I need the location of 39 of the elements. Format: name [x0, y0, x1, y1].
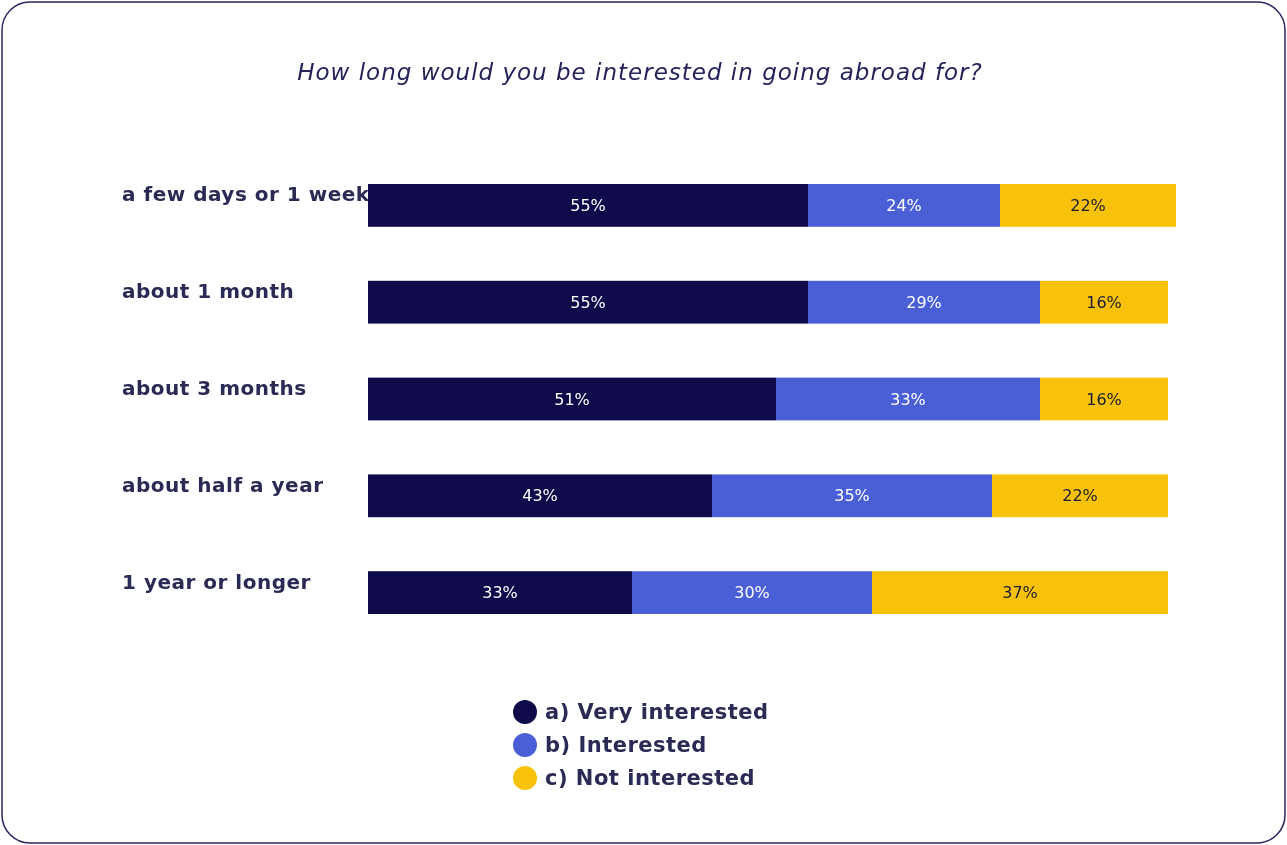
- data-label: 55%: [570, 195, 606, 215]
- bar: [368, 280, 808, 324]
- data-label: 22%: [1070, 195, 1106, 215]
- data-label: 16%: [1086, 292, 1122, 312]
- bar: [368, 474, 712, 518]
- data-label: 16%: [1086, 389, 1122, 409]
- bar: [872, 571, 1168, 614]
- data-label: 33%: [890, 389, 926, 409]
- bar: [992, 474, 1168, 518]
- data-label: 35%: [834, 486, 870, 506]
- chart-title: How long would you be interested in going abroad for?: [297, 59, 983, 85]
- bar: [1040, 280, 1168, 324]
- bar: [712, 474, 992, 518]
- data-label: 37%: [1002, 583, 1038, 603]
- bar: [808, 184, 1000, 227]
- data-label: 43%: [522, 486, 558, 506]
- data-label: 22%: [1062, 486, 1098, 506]
- data-label: 51%: [554, 389, 590, 409]
- bar: [632, 571, 872, 614]
- y-tick-label: about half a year: [122, 472, 324, 497]
- legend-label: b) Interested: [545, 733, 707, 758]
- legend-label: a) Very interested: [545, 700, 769, 725]
- data-label: 55%: [570, 292, 606, 312]
- legend-label: c) Not interested: [545, 766, 756, 791]
- bar: [368, 571, 632, 614]
- data-label: 29%: [906, 292, 942, 312]
- bar: [808, 280, 1040, 324]
- data-label: 24%: [886, 195, 922, 215]
- y-tick-label: about 3 months: [122, 376, 307, 400]
- bar: [368, 184, 808, 227]
- bar: [368, 377, 776, 421]
- bar: [1040, 377, 1168, 421]
- y-tick-label: 1 year or longer: [122, 569, 311, 594]
- bar: [776, 377, 1040, 421]
- data-label: 33%: [482, 583, 518, 603]
- y-tick-label: a few days or 1 week: [122, 182, 370, 207]
- data-label: 30%: [734, 583, 770, 603]
- bar: [1000, 184, 1176, 227]
- y-tick-label: about 1 month: [122, 279, 295, 304]
